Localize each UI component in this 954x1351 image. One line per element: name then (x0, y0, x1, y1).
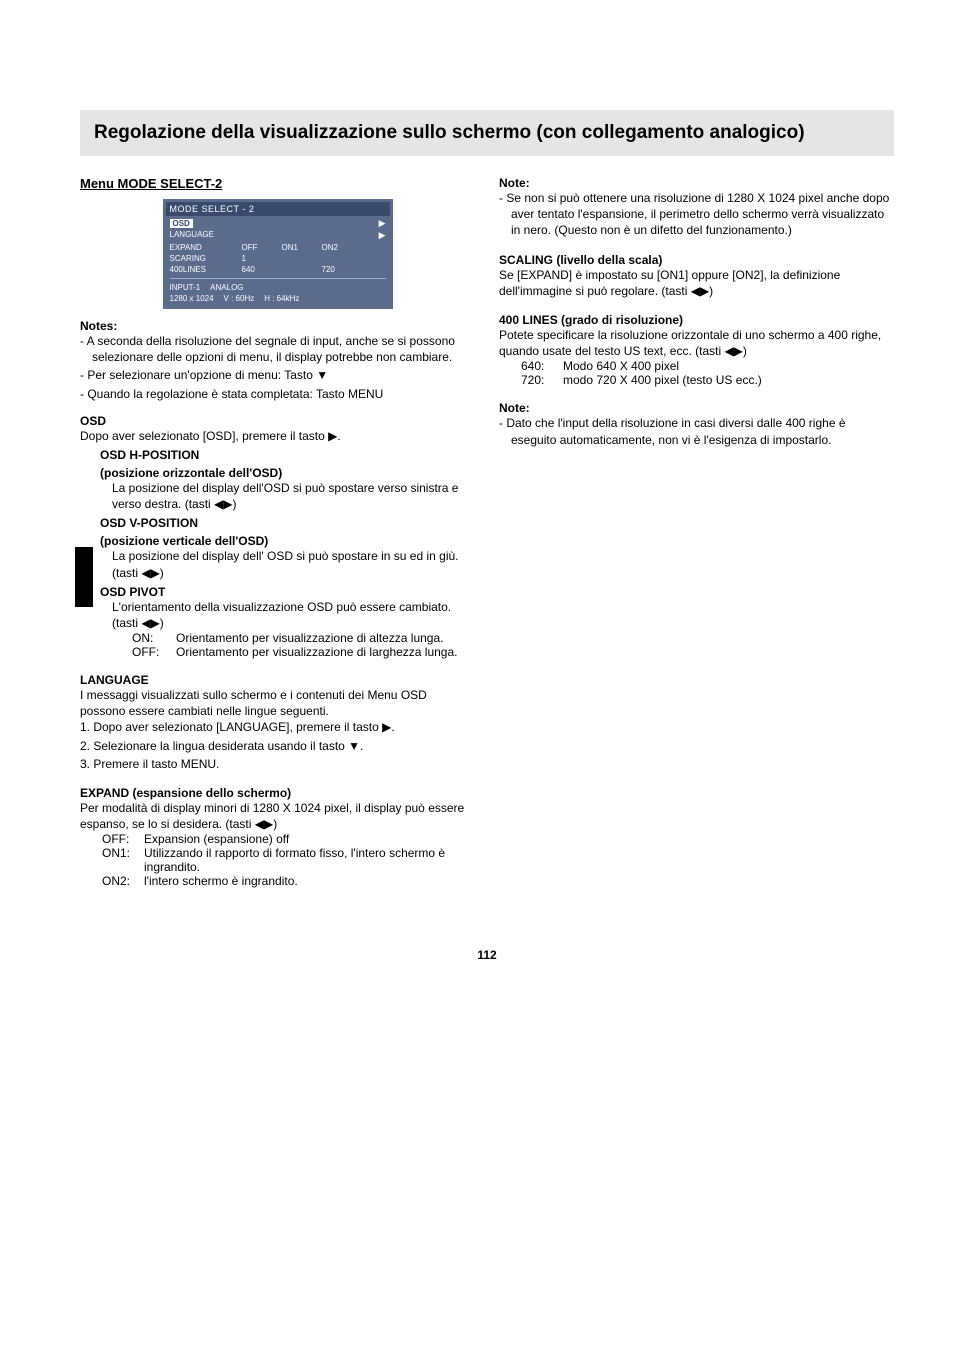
title-bar: Regolazione della visualizzazione sullo … (80, 110, 894, 156)
osd-hpos-sub: (posizione orizzontale dell'OSD) (100, 466, 475, 480)
osd-selected-row: OSD ▶ (170, 218, 386, 229)
lang-step-3: 3. Premere il tasto MENU. (80, 756, 475, 772)
notes-heading: Notes: (80, 319, 475, 333)
page-title: Regolazione della visualizzazione sullo … (94, 122, 880, 144)
page-number: 112 (80, 948, 894, 962)
400lines-body: Potete specificare la risoluzione orizzo… (499, 327, 894, 359)
note-list-2: Dato che l'input della risoluzione in ca… (499, 415, 894, 447)
osd-footer-1: INPUT-1 ANALOG (170, 282, 386, 293)
osd-arrow-icon: ▶ (379, 218, 386, 229)
lines-720: 720: modo 720 X 400 pixel (testo US ecc.… (499, 373, 894, 387)
note-item: Per selezionare un'opzione di menu: Tast… (80, 367, 475, 383)
note-heading-1: Note: (499, 176, 894, 190)
expand-on1: ON1: Utilizzando il rapporto di formato … (80, 846, 475, 874)
language-heading: LANGUAGE (80, 673, 475, 687)
osd-vpos-block: OSD V-POSITION (posizione verticale dell… (80, 516, 475, 580)
osd-heading: OSD (80, 414, 475, 428)
expand-on2: ON2: l'intero schermo è ingrandito. (80, 874, 475, 888)
osd-hpos-block: OSD H-POSITION (posizione orizzontale de… (80, 448, 475, 512)
right-column: Note: Se non si può ottenere una risoluz… (499, 176, 894, 888)
osd-row-400lines: 400LINES 640 720 (170, 264, 386, 275)
expand-off: OFF: Expansion (espansione) off (80, 832, 475, 846)
side-marker (75, 547, 93, 607)
scaling-heading: SCALING (livello della scala) (499, 253, 894, 267)
osd-divider (170, 278, 386, 279)
osd-selected-label: OSD (170, 219, 193, 228)
notes-list: A seconda della risoluzione del segnale … (80, 333, 475, 402)
osd-panel-title: MODE SELECT - 2 (166, 202, 390, 216)
language-steps: 1. Dopo aver selezionato [LANGUAGE], pre… (80, 719, 475, 772)
400lines-heading: 400 LINES (grado di risoluzione) (499, 313, 894, 327)
osd-pivot-block: OSD PIVOT L'orientamento della visualizz… (80, 585, 475, 659)
note-item: A seconda della risoluzione del segnale … (80, 333, 475, 365)
menu-heading: Menu MODE SELECT-2 (80, 176, 475, 191)
lines-640: 640: Modo 640 X 400 pixel (499, 359, 894, 373)
osd-pivot-heading: OSD PIVOT (100, 585, 475, 599)
osd-mock-panel: MODE SELECT - 2 OSD ▶ LANGUAGE ▶ EXPAND … (163, 199, 393, 309)
scaling-body: Se [EXPAND] è impostato su [ON1] oppure … (499, 267, 894, 299)
osd-hpos-heading: OSD H-POSITION (100, 448, 475, 462)
note-item: Dato che l'input della risoluzione in ca… (499, 415, 894, 447)
osd-intro: Dopo aver selezionato [OSD], premere il … (80, 428, 475, 444)
note-item: Se non si può ottenere una risoluzione d… (499, 190, 894, 239)
osd-pivot-body: L'orientamento della visualizzazione OSD… (100, 599, 475, 631)
lang-step-2: 2. Selezionare la lingua desiderata usan… (80, 738, 475, 754)
osd-pivot-off: OFF: Orientamento per visualizzazione di… (100, 645, 475, 659)
expand-heading: EXPAND (espansione dello schermo) (80, 786, 475, 800)
osd-pivot-on: ON: Orientamento per visualizzazione di … (100, 631, 475, 645)
language-intro: I messaggi visualizzati sullo schermo e … (80, 687, 475, 719)
osd-arrow-icon: ▶ (379, 230, 386, 241)
lang-step-1: 1. Dopo aver selezionato [LANGUAGE], pre… (80, 719, 475, 735)
expand-intro: Per modalità di display minori di 1280 X… (80, 800, 475, 832)
osd-hpos-body: La posizione del display dell'OSD si può… (100, 480, 475, 512)
note-heading-2: Note: (499, 401, 894, 415)
note-list-1: Se non si può ottenere una risoluzione d… (499, 190, 894, 239)
osd-panel-content: OSD ▶ LANGUAGE ▶ EXPAND OFF ON1 ON2 SCAR… (166, 216, 390, 306)
osd-row-scaring: SCARING 1 (170, 253, 386, 264)
left-column: Menu MODE SELECT-2 MODE SELECT - 2 OSD ▶… (80, 176, 475, 888)
osd-row-language: LANGUAGE ▶ (170, 229, 386, 242)
osd-vpos-sub: (posizione verticale dell'OSD) (100, 534, 475, 548)
osd-footer-2: 1280 x 1024 V : 60Hz H : 64kHz (170, 293, 386, 304)
note-item: Quando la regolazione è stata completata… (80, 386, 475, 402)
osd-vpos-body: La posizione del display dell' OSD si pu… (100, 548, 475, 580)
content-columns: Menu MODE SELECT-2 MODE SELECT - 2 OSD ▶… (80, 176, 894, 888)
osd-vpos-heading: OSD V-POSITION (100, 516, 475, 530)
osd-row-expand: EXPAND OFF ON1 ON2 (170, 242, 386, 253)
